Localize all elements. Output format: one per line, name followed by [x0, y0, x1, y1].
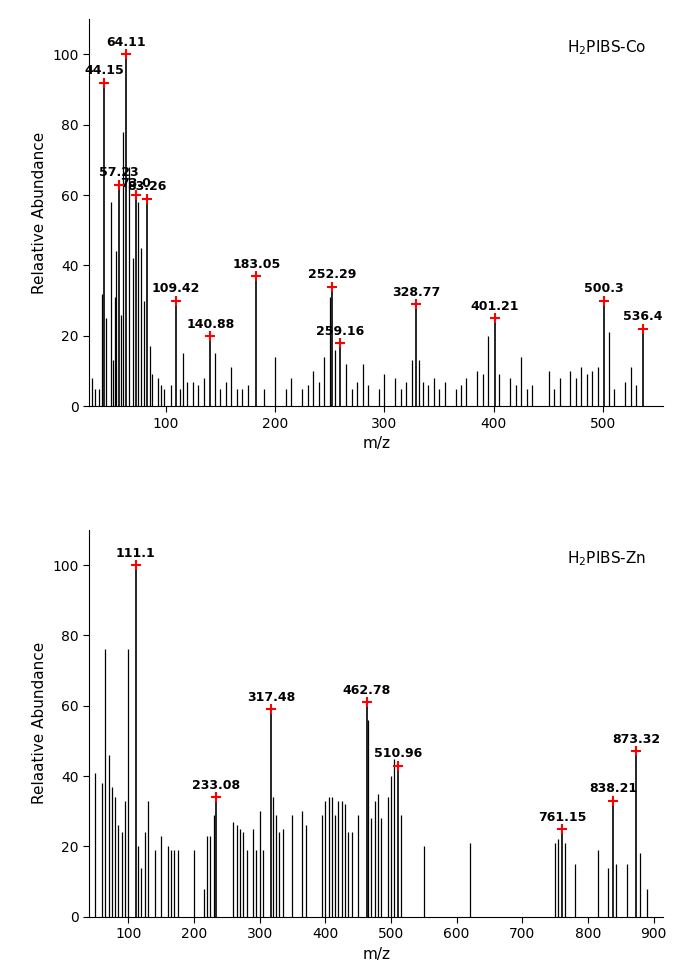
Text: 64.11: 64.11 [107, 37, 146, 49]
Text: 57.23: 57.23 [99, 166, 139, 179]
Text: 500.3: 500.3 [584, 283, 623, 295]
X-axis label: m/z: m/z [363, 947, 390, 962]
Text: 510.96: 510.96 [374, 747, 422, 760]
Text: H$_2$PIBS-Zn: H$_2$PIBS-Zn [567, 549, 646, 568]
Text: 233.08: 233.08 [192, 779, 240, 792]
Y-axis label: Relaative Abundance: Relaative Abundance [31, 643, 47, 805]
Text: 83.26: 83.26 [127, 180, 167, 193]
Text: 252.29: 252.29 [308, 268, 356, 281]
Text: 838.21: 838.21 [589, 783, 637, 795]
Text: 73.0: 73.0 [120, 177, 151, 190]
X-axis label: m/z: m/z [363, 436, 390, 451]
Text: 462.78: 462.78 [343, 684, 391, 697]
Text: 44.15: 44.15 [85, 65, 124, 77]
Text: 328.77: 328.77 [392, 286, 440, 299]
Text: 317.48: 317.48 [247, 691, 295, 704]
Text: 761.15: 761.15 [538, 811, 587, 823]
Text: 536.4: 536.4 [623, 311, 663, 323]
Text: 140.88: 140.88 [186, 317, 235, 331]
Text: 183.05: 183.05 [233, 258, 280, 271]
Text: 873.32: 873.32 [612, 733, 660, 746]
Text: 259.16: 259.16 [315, 324, 364, 338]
Y-axis label: Relaative Abundance: Relaative Abundance [31, 131, 47, 293]
Text: 109.42: 109.42 [152, 283, 200, 295]
Text: 401.21: 401.21 [471, 300, 519, 313]
Text: H$_2$PIBS-Co: H$_2$PIBS-Co [567, 39, 646, 57]
Text: 111.1: 111.1 [116, 547, 155, 560]
